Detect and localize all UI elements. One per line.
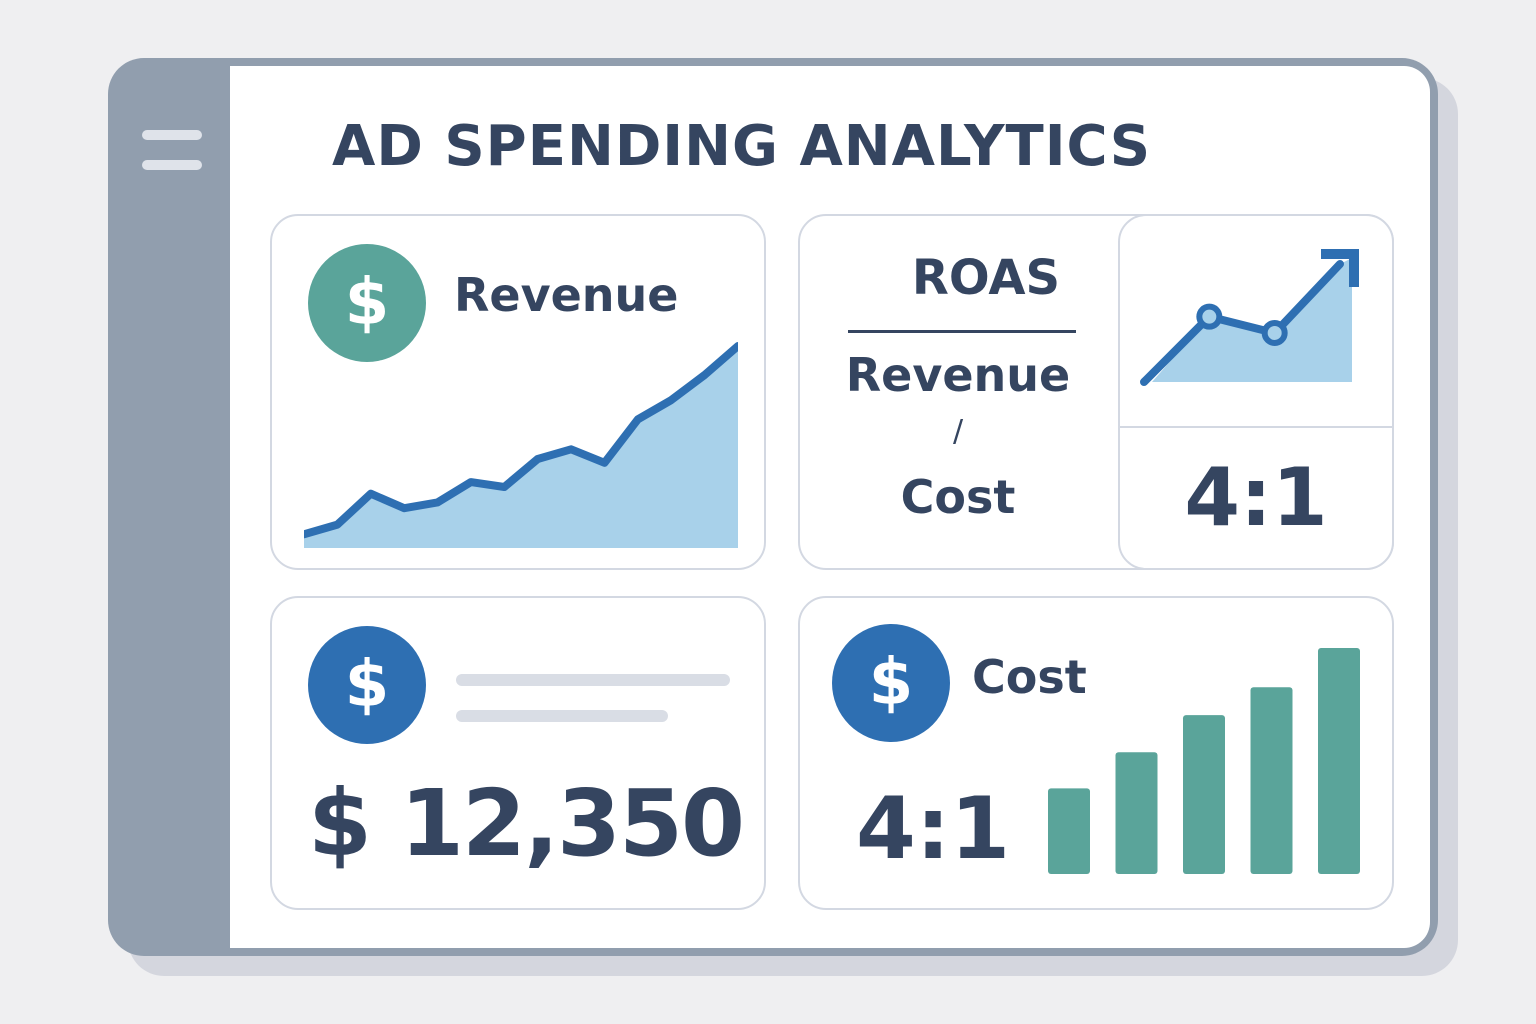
roas-trend-line [1140,260,1344,386]
cost-label: Cost [972,650,1087,704]
main-content: AD SPENDING ANALYTICS $ Revenue ROAS Rev… [230,66,1430,948]
roas-title: ROAS [911,250,1061,306]
dollar-coin-icon: $ [308,244,426,362]
roas-fraction-bar [848,330,1076,333]
menu-bar-top [142,130,202,140]
roas-card[interactable]: ROAS Revenue / Cost 4:1 [798,214,1394,570]
placeholder-text-line-short [456,710,668,722]
placeholder-text-line [456,674,730,686]
revenue-trend-line [304,342,738,539]
total-value-card[interactable]: $ $ 12,350 [270,596,766,910]
roas-panel-divider [1120,426,1392,428]
roas-ratio-value: 4:1 [1184,451,1328,544]
roas-data-point [1261,319,1288,346]
sidebar [108,58,230,956]
roas-metric-panel: 4:1 [1118,214,1394,570]
revenue-card[interactable]: $ Revenue [270,214,766,570]
roas-denominator: Cost [900,470,1016,524]
cost-card[interactable]: $ Cost 4:1 [798,596,1394,910]
cost-bar [1115,752,1158,874]
hamburger-menu-icon[interactable] [142,130,202,174]
revenue-area-fill [304,346,738,548]
roas-data-point [1196,303,1223,330]
dollar-coin-icon: $ [308,626,426,744]
cost-bar [1250,687,1293,874]
cost-ratio-value: 4:1 [856,779,1011,879]
page-title: AD SPENDING ANALYTICS [332,114,1152,179]
roas-divider: / [952,414,964,449]
trend-up-arrow-icon [1140,249,1359,386]
revenue-label: Revenue [454,268,679,322]
app-window: AD SPENDING ANALYTICS $ Revenue ROAS Rev… [108,58,1438,956]
cost-bar [1318,648,1360,874]
total-amount-value: $ 12,350 [308,770,745,877]
roas-area-fill [1152,258,1352,382]
dollar-coin-icon: $ [832,624,950,742]
cost-bar-chart [1048,648,1360,874]
cost-bar [1183,715,1225,874]
cost-bar [1048,788,1090,874]
revenue-area-chart [304,342,738,548]
roas-numerator: Revenue [845,348,1071,402]
menu-bar-bottom [142,160,202,170]
arrow-head [1321,249,1359,287]
